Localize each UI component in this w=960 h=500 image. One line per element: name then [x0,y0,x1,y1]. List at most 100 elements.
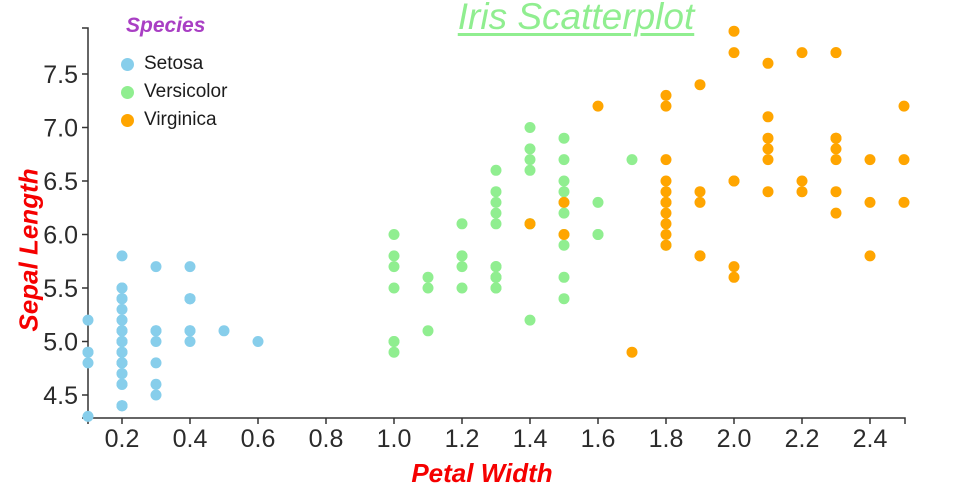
point-versicolor[interactable] [388,282,400,294]
point-versicolor[interactable] [490,196,502,208]
point-virginica[interactable] [660,186,672,198]
point-virginica[interactable] [728,261,740,273]
point-setosa[interactable] [116,293,128,305]
point-versicolor[interactable] [524,154,536,166]
point-setosa[interactable] [116,400,128,412]
point-versicolor[interactable] [592,196,604,208]
point-versicolor[interactable] [388,229,400,240]
point-versicolor[interactable] [490,261,502,273]
point-versicolor[interactable] [558,132,570,144]
point-virginica[interactable] [864,154,876,166]
point-versicolor[interactable] [558,207,570,219]
point-virginica[interactable] [694,196,706,208]
point-virginica[interactable] [830,143,842,155]
point-versicolor[interactable] [626,154,638,166]
point-virginica[interactable] [694,250,706,262]
point-virginica[interactable] [796,47,808,59]
point-versicolor[interactable] [490,207,502,219]
point-setosa[interactable] [150,389,162,401]
point-virginica[interactable] [796,175,808,187]
point-virginica[interactable] [830,207,842,219]
point-virginica[interactable] [728,175,740,187]
point-versicolor[interactable] [558,154,570,166]
point-setosa[interactable] [184,293,196,305]
point-virginica[interactable] [694,186,706,198]
point-virginica[interactable] [660,229,672,240]
legend-item-virginica[interactable]: Virginica [110,106,227,134]
point-virginica[interactable] [898,196,910,208]
point-setosa[interactable] [116,357,128,369]
point-versicolor[interactable] [422,282,434,294]
point-versicolor[interactable] [422,325,434,337]
point-setosa[interactable] [150,336,162,347]
point-virginica[interactable] [524,218,536,230]
point-virginica[interactable] [762,132,774,144]
point-virginica[interactable] [830,186,842,198]
point-versicolor[interactable] [592,229,604,240]
point-virginica[interactable] [830,47,842,59]
point-setosa[interactable] [150,325,162,337]
point-setosa[interactable] [116,368,128,380]
point-virginica[interactable] [898,154,910,166]
point-virginica[interactable] [762,57,774,69]
point-versicolor[interactable] [558,186,570,198]
point-virginica[interactable] [660,154,672,166]
point-versicolor[interactable] [490,282,502,294]
point-versicolor[interactable] [558,239,570,251]
point-setosa[interactable] [116,378,128,390]
point-versicolor[interactable] [456,218,468,230]
point-versicolor[interactable] [558,293,570,305]
point-versicolor[interactable] [490,271,502,283]
point-virginica[interactable] [898,100,910,112]
point-virginica[interactable] [762,111,774,123]
point-setosa[interactable] [116,250,128,262]
point-virginica[interactable] [558,229,570,240]
point-setosa[interactable] [252,336,264,347]
point-versicolor[interactable] [490,218,502,230]
point-setosa[interactable] [116,314,128,326]
point-virginica[interactable] [660,239,672,251]
point-setosa[interactable] [150,261,162,273]
point-setosa[interactable] [116,325,128,337]
point-setosa[interactable] [184,261,196,273]
point-versicolor[interactable] [388,336,400,347]
point-virginica[interactable] [626,346,638,358]
point-setosa[interactable] [82,346,94,358]
point-virginica[interactable] [728,25,740,37]
point-setosa[interactable] [82,410,94,422]
point-virginica[interactable] [762,143,774,155]
point-versicolor[interactable] [388,250,400,262]
legend-item-setosa[interactable]: Setosa [110,50,227,78]
point-virginica[interactable] [864,250,876,262]
point-virginica[interactable] [728,47,740,59]
point-virginica[interactable] [830,132,842,144]
point-virginica[interactable] [660,175,672,187]
point-setosa[interactable] [116,336,128,347]
point-virginica[interactable] [660,100,672,112]
point-virginica[interactable] [830,154,842,166]
point-setosa[interactable] [82,357,94,369]
point-setosa[interactable] [184,336,196,347]
point-setosa[interactable] [150,357,162,369]
point-versicolor[interactable] [490,186,502,198]
point-setosa[interactable] [116,282,128,294]
point-virginica[interactable] [558,196,570,208]
point-versicolor[interactable] [388,261,400,273]
point-versicolor[interactable] [422,271,434,283]
point-versicolor[interactable] [388,346,400,358]
point-versicolor[interactable] [524,143,536,155]
point-setosa[interactable] [116,346,128,358]
point-virginica[interactable] [762,186,774,198]
point-virginica[interactable] [660,196,672,208]
point-versicolor[interactable] [524,164,536,176]
point-virginica[interactable] [762,154,774,166]
point-virginica[interactable] [796,186,808,198]
point-versicolor[interactable] [558,271,570,283]
point-versicolor[interactable] [524,314,536,326]
point-virginica[interactable] [864,196,876,208]
point-versicolor[interactable] [456,250,468,262]
point-setosa[interactable] [184,325,196,337]
point-versicolor[interactable] [558,175,570,187]
point-setosa[interactable] [116,303,128,315]
legend-item-versicolor[interactable]: Versicolor [110,78,227,106]
